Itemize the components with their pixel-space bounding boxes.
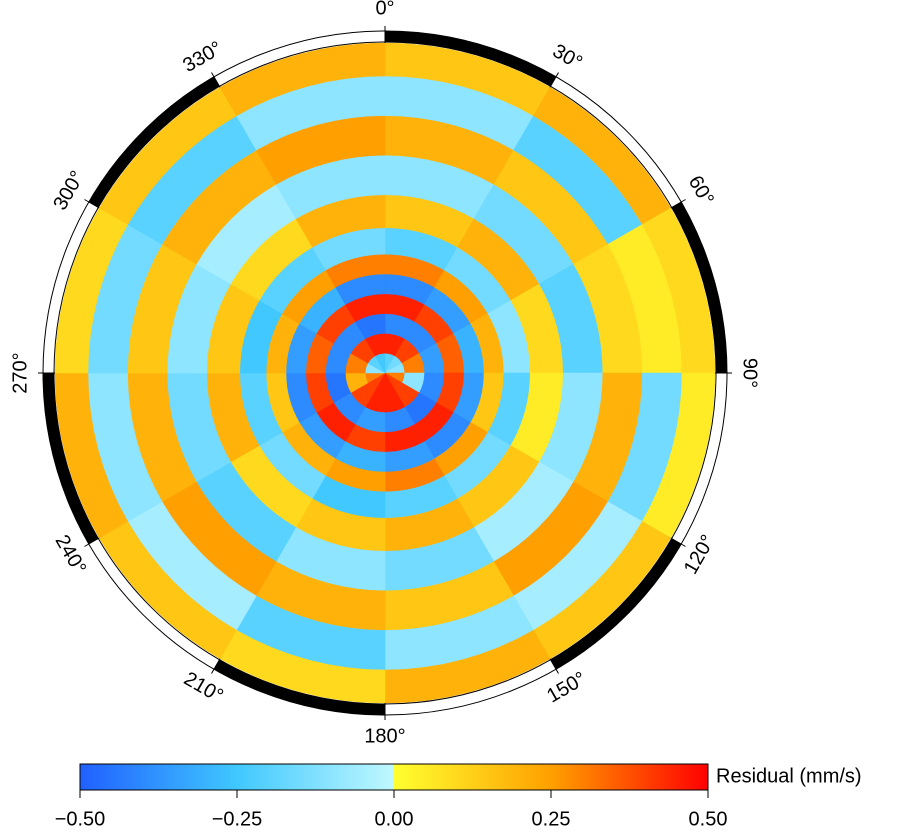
- colorbar-tick-label: −0.50: [55, 808, 106, 830]
- colorbar: [79, 763, 709, 791]
- azimuth-tick: [84, 199, 100, 209]
- azimuth-tick-label: 240°: [51, 531, 91, 578]
- azimuth-tick-label: 30°: [549, 40, 586, 74]
- azimuth-tick-label: 60°: [684, 172, 718, 209]
- azimuth-tick: [549, 658, 559, 674]
- azimuth-tick-label: 0°: [375, 0, 394, 19]
- azimuth-tick: [670, 199, 686, 209]
- azimuth-tick-label: 330°: [179, 37, 226, 77]
- heat-cell: [219, 42, 386, 117]
- azimuth-tick-label: 90°: [739, 358, 761, 388]
- azimuth-tick-label: 270°: [9, 352, 31, 393]
- colorbar-tick-label: 0.00: [375, 808, 414, 830]
- azimuth-tick-label: 210°: [180, 668, 227, 708]
- azimuth-tick-label: 150°: [543, 668, 590, 708]
- azimuth-tick-label: 180°: [364, 725, 405, 747]
- azimuth-tick: [549, 72, 559, 88]
- frame-segment: [214, 659, 386, 715]
- frame-segment: [384, 31, 556, 87]
- colorbar-tick-label: 0.50: [689, 808, 728, 830]
- colorbar-tick-label: −0.25: [212, 808, 263, 830]
- azimuth-tick-label: 300°: [49, 167, 89, 214]
- azimuth-tick: [211, 658, 221, 674]
- azimuth-tick: [84, 537, 100, 547]
- frame-segment: [43, 372, 99, 544]
- azimuth-tick-label: 120°: [680, 531, 720, 578]
- frame-segment: [88, 76, 220, 208]
- azimuth-tick: [211, 72, 221, 88]
- frame-segment: [550, 538, 682, 670]
- colorbar-label: Residual (mm/s): [716, 765, 862, 787]
- colorbar-tick-label: 0.25: [532, 808, 571, 830]
- frame-segment: [671, 202, 727, 374]
- azimuth-tick: [670, 537, 686, 547]
